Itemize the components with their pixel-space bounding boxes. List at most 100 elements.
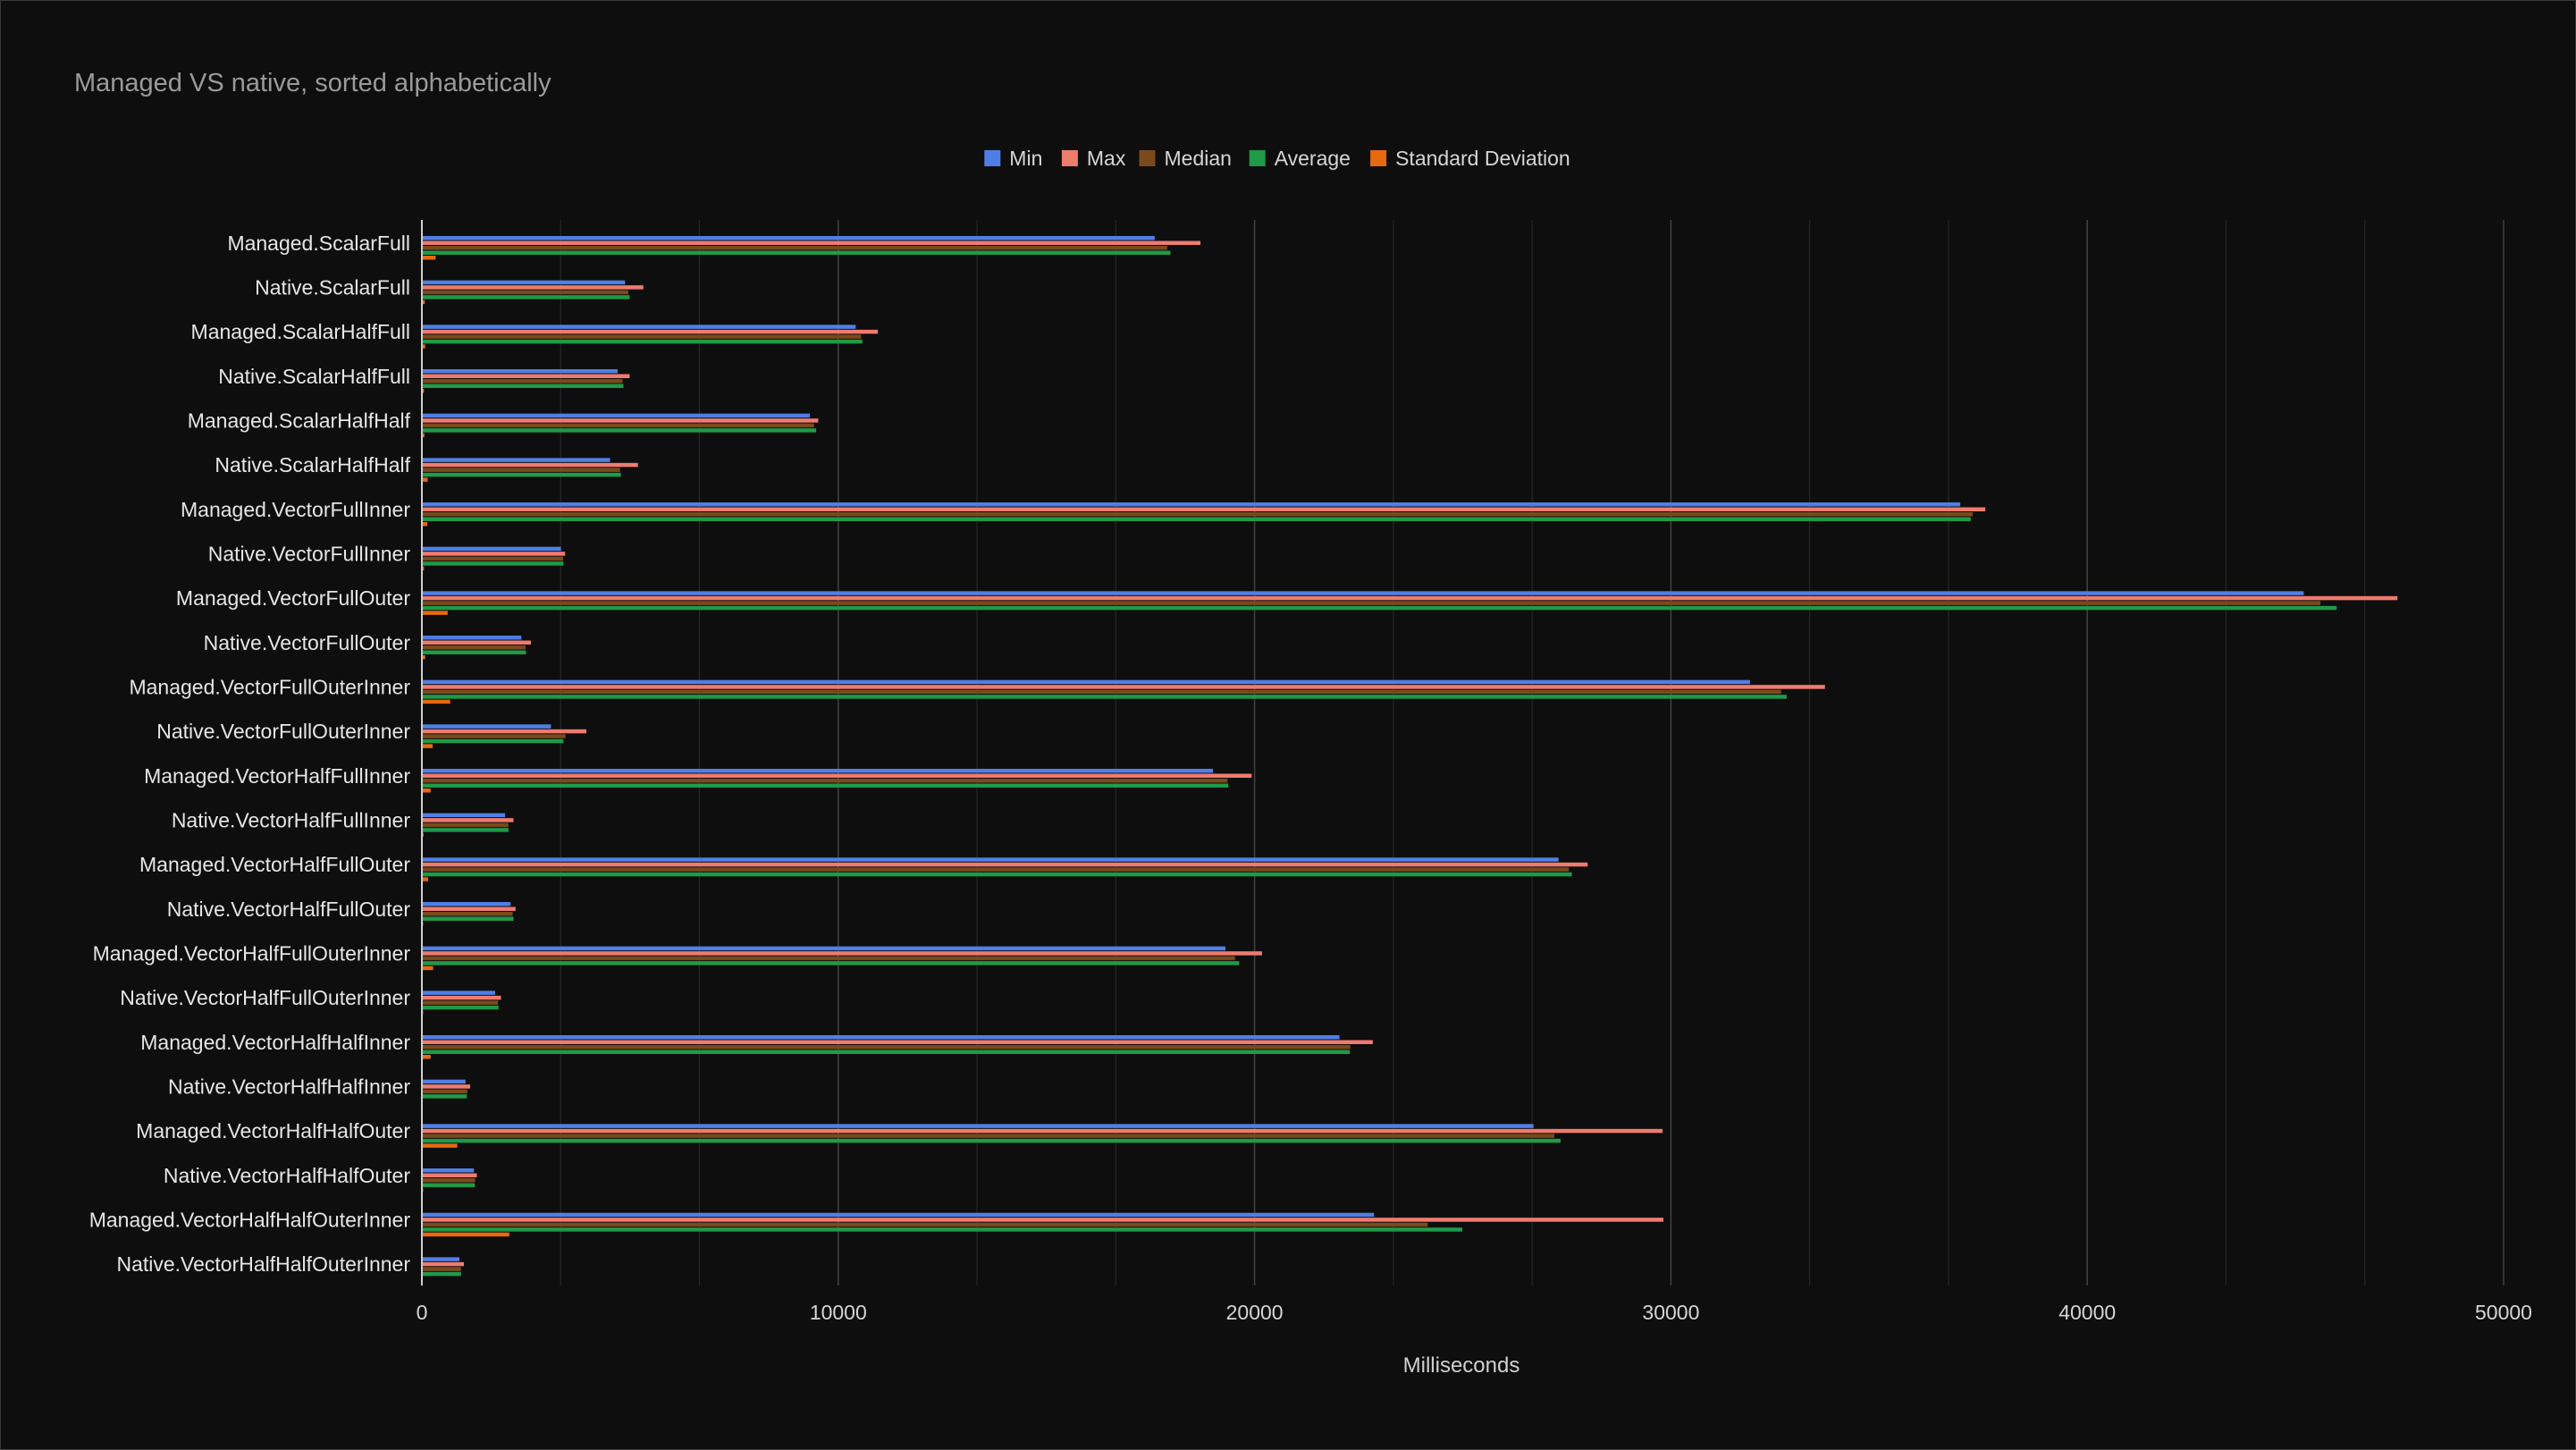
bar[interactable] (422, 344, 425, 349)
bar[interactable] (422, 522, 428, 527)
bar[interactable] (422, 724, 551, 729)
bar[interactable] (422, 433, 425, 438)
bar[interactable] (422, 1267, 461, 1271)
bar[interactable] (422, 591, 2304, 595)
legend[interactable]: Min Max Median Average Standard Deviation (984, 147, 1570, 170)
bar[interactable] (422, 1257, 459, 1261)
bar[interactable] (422, 788, 431, 793)
bar[interactable] (422, 734, 566, 738)
bar[interactable] (422, 1173, 477, 1178)
bar[interactable] (422, 566, 425, 571)
bar[interactable] (422, 779, 1228, 783)
bar[interactable] (422, 1055, 431, 1059)
bar[interactable] (422, 413, 811, 418)
bar[interactable] (422, 428, 817, 433)
bar[interactable] (422, 729, 586, 734)
bar[interactable] (422, 384, 624, 389)
bar[interactable] (422, 1005, 499, 1010)
bar[interactable] (422, 699, 450, 704)
bar[interactable] (422, 877, 428, 881)
bar[interactable] (422, 601, 2321, 605)
bar[interactable] (422, 1222, 1428, 1227)
bar[interactable] (422, 423, 814, 428)
bar[interactable] (422, 689, 1781, 695)
bar[interactable] (422, 477, 428, 482)
bar[interactable] (422, 1261, 465, 1267)
bar[interactable] (422, 552, 566, 556)
bar[interactable] (422, 636, 522, 640)
legend-item[interactable]: Min (984, 147, 1042, 170)
bar[interactable] (422, 902, 511, 906)
legend-item[interactable]: Average (1249, 147, 1351, 170)
bar[interactable] (422, 650, 526, 655)
bar[interactable] (422, 961, 1240, 965)
legend-item[interactable]: Max (1061, 147, 1126, 170)
bar[interactable] (422, 556, 563, 561)
bar[interactable] (422, 1050, 1351, 1055)
bar[interactable] (422, 956, 1235, 961)
bar[interactable] (422, 1212, 1375, 1218)
bar[interactable] (422, 862, 1588, 867)
bar[interactable] (422, 1124, 1534, 1128)
bar[interactable] (422, 679, 1750, 685)
bar[interactable] (422, 240, 1201, 246)
bar[interactable] (422, 1143, 458, 1148)
bar[interactable] (422, 468, 620, 472)
bar[interactable] (422, 1183, 476, 1188)
bar[interactable] (422, 773, 1252, 779)
bar[interactable] (422, 822, 509, 828)
bar[interactable] (422, 502, 1961, 507)
bar[interactable] (422, 655, 425, 660)
bar[interactable] (422, 685, 1825, 689)
bar[interactable] (422, 334, 862, 339)
bar[interactable] (422, 295, 630, 299)
bar[interactable] (422, 418, 819, 423)
bar[interactable] (422, 285, 644, 290)
bar[interactable] (422, 379, 623, 384)
bar[interactable] (422, 462, 638, 468)
bar[interactable] (422, 1218, 1664, 1222)
bar[interactable] (422, 507, 1986, 512)
bar[interactable] (422, 1232, 509, 1237)
bar[interactable] (422, 561, 564, 566)
bar[interactable] (422, 813, 506, 818)
bar[interactable] (422, 458, 610, 462)
bar[interactable] (422, 867, 1570, 872)
bar[interactable] (422, 325, 856, 329)
bar[interactable] (422, 1227, 1463, 1232)
bar[interactable] (422, 965, 434, 971)
bar[interactable] (422, 1084, 471, 1089)
bar[interactable] (422, 1094, 467, 1099)
bar[interactable] (422, 374, 630, 379)
bar[interactable] (422, 250, 1171, 256)
bar[interactable] (422, 1128, 1663, 1134)
bar[interactable] (422, 329, 879, 334)
bar[interactable] (422, 1178, 476, 1183)
bar[interactable] (422, 645, 526, 650)
bar[interactable] (422, 1045, 1351, 1050)
bar[interactable] (422, 1089, 467, 1094)
bar[interactable] (422, 256, 436, 260)
bar[interactable] (422, 369, 618, 374)
bar[interactable] (422, 946, 1225, 951)
bar[interactable] (422, 611, 448, 615)
bar[interactable] (422, 1040, 1373, 1045)
bar[interactable] (422, 595, 2398, 601)
bar[interactable] (422, 738, 564, 744)
bar[interactable] (422, 695, 1787, 699)
bar[interactable] (422, 640, 532, 645)
bar[interactable] (422, 857, 1559, 862)
bar[interactable] (422, 828, 509, 832)
bar[interactable] (422, 818, 514, 822)
bar[interactable] (422, 991, 495, 995)
bar[interactable] (422, 1271, 461, 1277)
bar[interactable] (422, 512, 1974, 517)
bar[interactable] (422, 236, 1155, 240)
bar[interactable] (422, 472, 621, 477)
bar[interactable] (422, 1138, 1561, 1143)
bar[interactable] (422, 1134, 1554, 1138)
bar[interactable] (422, 1000, 499, 1005)
bar[interactable] (422, 916, 514, 922)
bar[interactable] (422, 906, 516, 912)
bar[interactable] (422, 1168, 475, 1173)
